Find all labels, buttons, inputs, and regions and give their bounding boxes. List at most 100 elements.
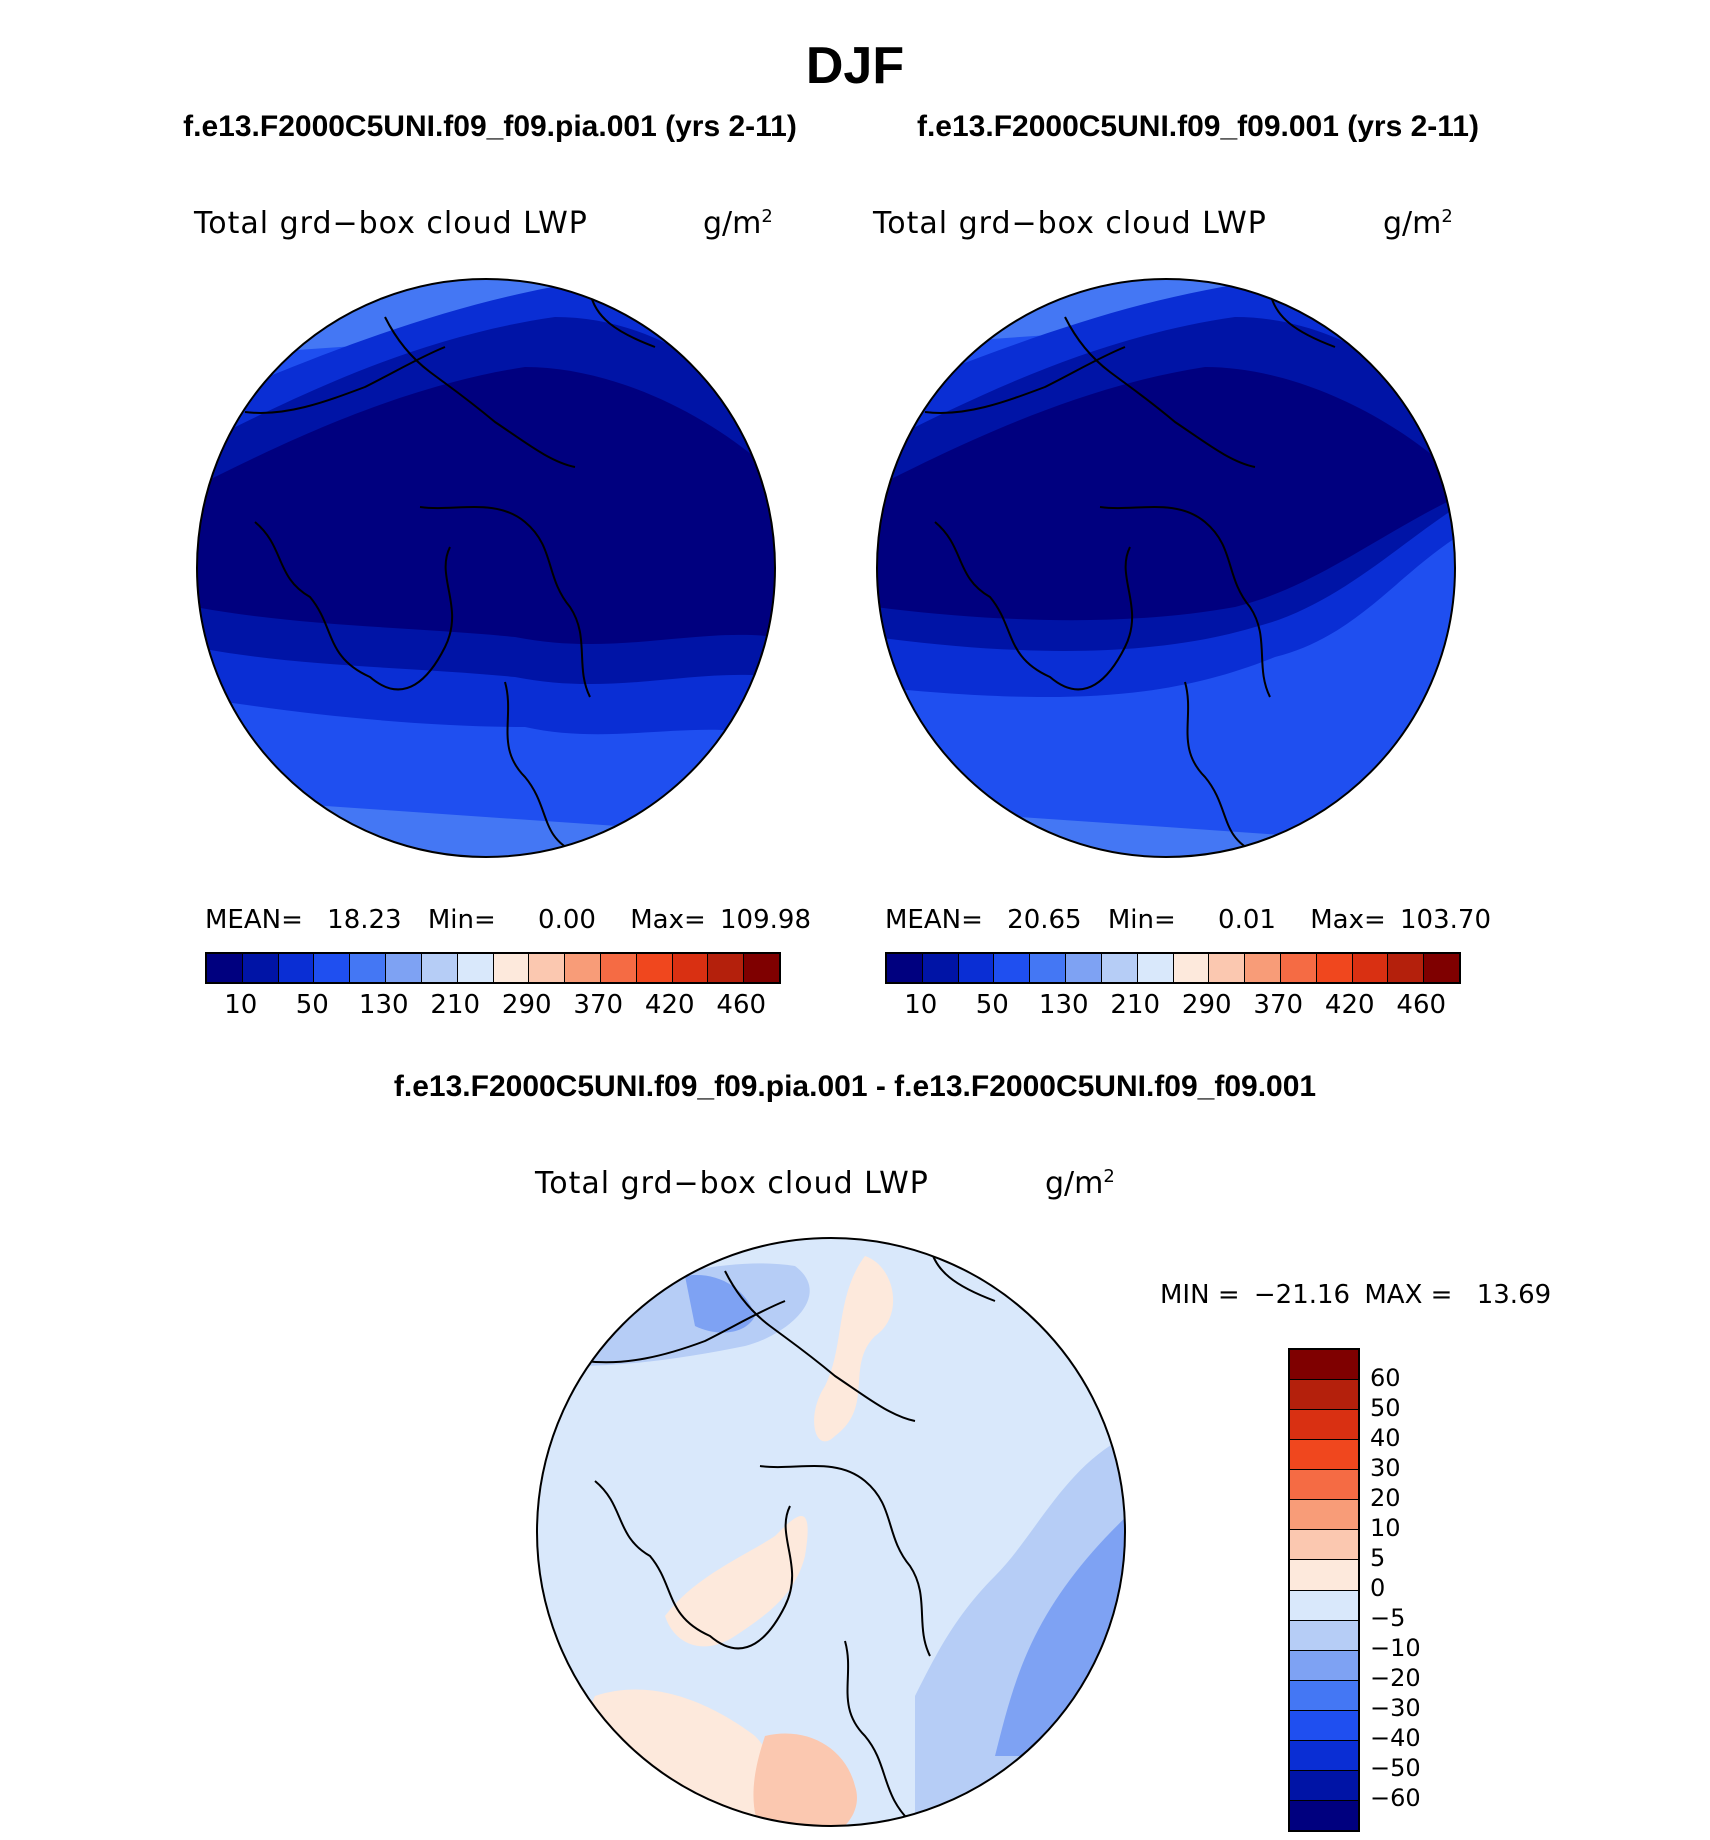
diff-colorbar-tick-label: −5 [1370,1604,1406,1632]
diff-colorbar-swatch [1290,1649,1358,1680]
diff-map-pos5-south [753,1733,857,1826]
diff-colorbar-tick-label: −50 [1370,1754,1421,1782]
diff-colorbar-tick-label: 60 [1370,1364,1401,1392]
diff-colorbar-swatch [1290,1350,1358,1380]
right-variable-label: Total grd−box cloud LWP [873,206,1267,241]
left-coastline [244,291,656,853]
diff-colorbar-tick-label: 30 [1370,1454,1401,1482]
right-max-label: Max= [1310,905,1386,935]
right-colorbar-swatch [1315,954,1352,982]
diff-colorbar-tick-label: −40 [1370,1724,1421,1752]
diff-max-value: 13.69 [1476,1280,1552,1310]
left-colorbar-tick-label: 420 [644,990,695,1020]
diff-colorbar-ticks: 60 50 40 30 20 10 5 0 −5 −10 −20 −30 −40 −50 −60 [1370,1348,1490,1828]
diff-min-label: MIN = [1160,1280,1240,1310]
right-colorbar [885,952,1461,984]
left-units-text: g/m [703,206,762,241]
left-colorbar [205,952,781,984]
right-polar-map [876,278,1456,858]
diff-colorbar-swatch [1290,1499,1358,1530]
diff-title: f.e13.F2000C5UNI.f09_f09.pia.001 - f.e13… [393,1070,1317,1103]
diff-units-label: g/m2 [1045,1166,1115,1201]
diff-colorbar [1288,1348,1360,1832]
left-colorbar-swatch [492,954,529,982]
right-coastline [924,291,1336,853]
diff-map-coastline [584,1245,996,1826]
right-min-value: 0.01 [1218,905,1276,935]
left-polar-map [196,278,776,858]
diff-colorbar-tick-label: 5 [1370,1544,1386,1572]
right-colorbar-swatch [1136,954,1173,982]
diff-colorbar-swatch [1290,1619,1358,1650]
diff-colorbar-tick-label: −10 [1370,1634,1421,1662]
left-map-band-lowest [197,367,775,644]
diff-map-pos-center [665,1516,808,1647]
right-colorbar-swatch [1029,954,1066,982]
diff-colorbar-swatch [1290,1469,1358,1500]
diff-colorbar-swatch [1290,1739,1358,1770]
diff-colorbar-swatch [1290,1409,1358,1440]
right-colorbar-tick-label: 420 [1324,990,1375,1020]
right-colorbar-swatch [1244,954,1280,982]
diff-colorbar-tick-label: −60 [1370,1784,1421,1812]
left-colorbar-swatch [671,954,708,982]
left-max-value: 109.98 [720,905,811,935]
diff-colorbar-swatch [1290,1379,1358,1410]
right-colorbar-swatch [887,954,922,982]
right-colorbar-swatch [993,954,1030,982]
left-stats: MEAN= 18.23 Min= 0.00 Max= 109.98 [205,905,811,935]
left-colorbar-ticks: 10 50 130 210 290 370 420 460 [205,990,777,1024]
right-colorbar-swatch [957,954,994,982]
left-colorbar-tick-label: 10 [224,990,258,1020]
left-colorbar-swatch [528,954,565,982]
diff-colorbar-swatch [1290,1769,1358,1800]
right-colorbar-swatch [1172,954,1209,982]
right-colorbar-tick-label: 460 [1396,990,1447,1020]
left-min-label: Min= [427,905,496,935]
left-colorbar-swatch [241,954,278,982]
right-mean-label: MEAN= [885,905,983,935]
left-colorbar-swatch [456,954,493,982]
left-units-label: g/m2 [703,206,773,241]
diff-min-value: −21.16 [1253,1280,1351,1310]
right-mean-value: 20.65 [1007,905,1082,935]
right-units-text: g/m [1383,206,1442,241]
left-colorbar-tick-label: 130 [358,990,409,1020]
left-case-title: f.e13.F2000C5UNI.f09_f09.pia.001 (yrs 2-… [183,110,797,143]
left-mean-label: MEAN= [205,905,303,935]
diff-stats: MIN = −21.16 MAX = 13.69 [1160,1280,1551,1310]
diff-colorbar-tick-label: 0 [1370,1574,1386,1602]
diff-map-neg10-north [685,1275,755,1333]
diff-polar-map [536,1237,1126,1827]
left-min-value: 0.00 [538,905,596,935]
diff-max-label: MAX = [1364,1280,1453,1310]
left-mean-value: 18.23 [327,905,402,935]
right-min-label: Min= [1107,905,1176,935]
left-colorbar-swatch [385,954,421,982]
right-colorbar-swatch [1351,954,1388,982]
diff-colorbar-tick-label: 50 [1370,1394,1401,1422]
left-colorbar-swatch [743,954,779,982]
right-colorbar-swatch [1387,954,1424,982]
diff-map-pos-north [814,1256,894,1442]
right-colorbar-tick-label: 290 [1181,990,1232,1020]
left-colorbar-swatch [564,954,600,982]
right-colorbar-tick-label: 130 [1038,990,1089,1020]
right-colorbar-tick-label: 10 [904,990,938,1020]
left-colorbar-swatch [207,954,242,982]
diff-colorbar-swatch [1290,1439,1358,1470]
diff-variable-label: Total grd−box cloud LWP [535,1166,929,1201]
left-colorbar-swatch [277,954,314,982]
right-colorbar-swatch [1279,954,1316,982]
left-colorbar-swatch [313,954,350,982]
right-units-exp: 2 [1441,206,1453,227]
left-colorbar-swatch [707,954,744,982]
left-variable-label: Total grd−box cloud LWP [194,206,588,241]
right-colorbar-tick-label: 370 [1253,990,1304,1020]
right-colorbar-tick-label: 50 [975,990,1009,1020]
diff-colorbar-swatch [1290,1559,1358,1590]
right-map-band-lowest [877,367,1455,621]
left-colorbar-tick-label: 460 [716,990,767,1020]
left-colorbar-swatch [599,954,636,982]
left-colorbar-swatch [635,954,672,982]
